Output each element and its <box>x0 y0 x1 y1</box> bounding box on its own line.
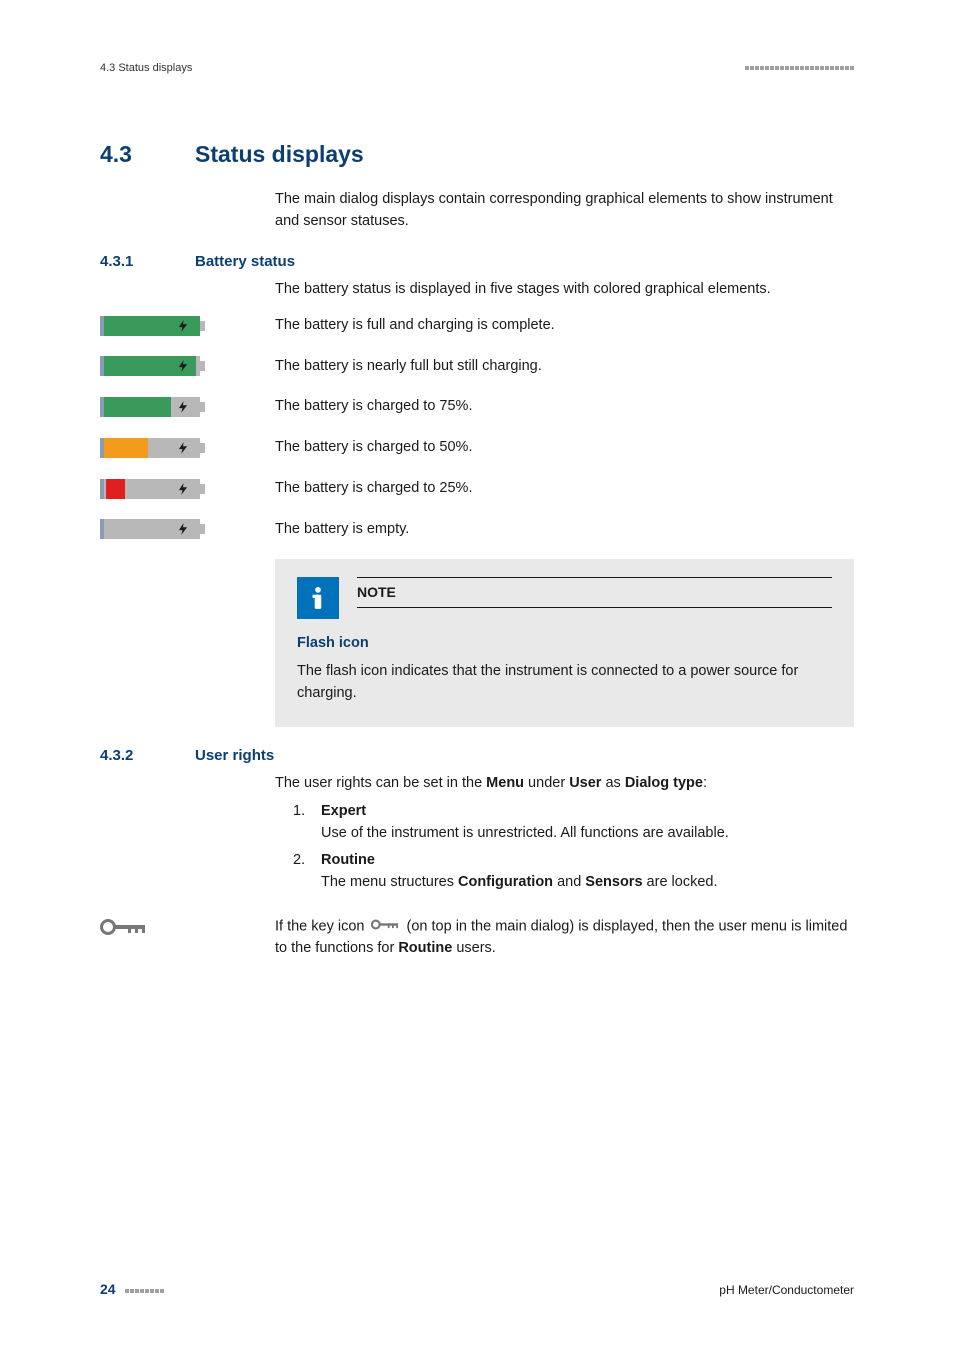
ur-menu: Menu <box>486 775 524 791</box>
battery-icon <box>100 356 205 376</box>
section-4-3-num: 4.3 <box>100 137 195 172</box>
list-item-1: 1. Expert Use of the instrument is unres… <box>275 801 854 845</box>
bolt-icon <box>176 480 190 498</box>
i2-post: are locked. <box>643 874 718 890</box>
note-box-wrap: NOTE Flash icon The flash icon indicates… <box>275 559 854 726</box>
battery-state-label: The battery is charged to 50%. <box>275 437 472 459</box>
footer-dots <box>125 1289 164 1293</box>
i2-mid: and <box>553 874 585 890</box>
section-4-3-title: 4.3 Status displays <box>100 137 854 172</box>
section-4-3-1-title: 4.3.1 Battery status <box>100 251 854 274</box>
battery-state-row: The battery is nearly full but still cha… <box>275 356 854 378</box>
bolt-icon <box>176 317 190 335</box>
note-text: The flash icon indicates that the instru… <box>297 661 832 705</box>
battery-state-label: The battery is empty. <box>275 519 409 541</box>
key-icon-inline <box>371 916 401 938</box>
section-4-3-intro: The main dialog displays contain corresp… <box>275 189 854 233</box>
i2-m2: Sensors <box>585 874 642 890</box>
item1-name: Expert <box>321 801 854 823</box>
page-header: 4.3 Status displays <box>100 60 854 77</box>
section-4-3-2-label: User rights <box>195 745 274 768</box>
ur-user: User <box>569 775 601 791</box>
note-title: NOTE <box>357 577 832 608</box>
user-rights-intro: The user rights can be set in the Menu u… <box>275 773 854 795</box>
item1-desc: Use of the instrument is unrestricted. A… <box>321 823 854 845</box>
page-footer: 24 pH Meter/Conductometer <box>100 1279 854 1300</box>
battery-state-label: The battery is full and charging is comp… <box>275 315 555 337</box>
info-icon <box>297 577 339 619</box>
ur-dialog: Dialog type <box>625 775 703 791</box>
battery-state-row: The battery is full and charging is comp… <box>275 315 854 337</box>
key-text: If the key icon (on top in the main dial… <box>275 916 854 960</box>
list-num-1: 1. <box>293 801 321 845</box>
battery-state-row: The battery is charged to 50%. <box>275 437 854 459</box>
battery-state-label: The battery is nearly full but still cha… <box>275 356 542 378</box>
key-icon-large <box>100 919 150 943</box>
section-4-3-1-num: 4.3.1 <box>100 251 195 274</box>
section-4-3-1-label: Battery status <box>195 251 295 274</box>
battery-icon <box>100 397 205 417</box>
ur-intro-4: : <box>703 775 707 791</box>
battery-state-row: The battery is empty. <box>275 519 854 541</box>
battery-state-row: The battery is charged to 75%. <box>275 396 854 418</box>
battery-state-label: The battery is charged to 25%. <box>275 478 472 500</box>
key-icon-paragraph: If the key icon (on top in the main dial… <box>275 916 854 960</box>
header-section-path: 4.3 Status displays <box>100 60 192 77</box>
battery-states-list: The battery is full and charging is comp… <box>275 315 854 541</box>
battery-icon <box>100 519 205 539</box>
item2-desc: The menu structures Configuration and Se… <box>321 872 854 894</box>
item2-name: Routine <box>321 850 854 872</box>
ur-intro-1: The user rights can be set in the <box>275 775 486 791</box>
bolt-icon <box>176 520 190 538</box>
key-bold: Routine <box>398 940 452 956</box>
user-rights-list: 1. Expert Use of the instrument is unres… <box>275 801 854 894</box>
list-num-2: 2. <box>293 850 321 894</box>
i2-pre: The menu structures <box>321 874 458 890</box>
note-subtitle: Flash icon <box>297 633 832 655</box>
section-4-3-2-title: 4.3.2 User rights <box>100 745 854 768</box>
list-item-2: 2. Routine The menu structures Configura… <box>275 850 854 894</box>
section-4-3-2-num: 4.3.2 <box>100 745 195 768</box>
key-post: users. <box>452 940 496 956</box>
key-pre: If the key icon <box>275 918 369 934</box>
battery-state-row: The battery is charged to 25%. <box>275 478 854 500</box>
ur-intro-3: as <box>601 775 624 791</box>
battery-state-label: The battery is charged to 75%. <box>275 396 472 418</box>
bolt-icon <box>176 357 190 375</box>
header-dots <box>745 66 854 70</box>
footer-left: 24 <box>100 1279 164 1300</box>
battery-icon <box>100 438 205 458</box>
note-header: NOTE <box>297 577 832 619</box>
footer-doc-title: pH Meter/Conductometer <box>719 1281 854 1299</box>
i2-m1: Configuration <box>458 874 553 890</box>
page-number: 24 <box>100 1281 116 1297</box>
ur-intro-2: under <box>524 775 569 791</box>
bolt-icon <box>176 398 190 416</box>
bolt-icon <box>176 439 190 457</box>
section-4-3-label: Status displays <box>195 137 364 172</box>
battery-intro: The battery status is displayed in five … <box>275 279 854 301</box>
battery-icon <box>100 479 205 499</box>
note-box: NOTE Flash icon The flash icon indicates… <box>275 559 854 726</box>
battery-icon <box>100 316 205 336</box>
